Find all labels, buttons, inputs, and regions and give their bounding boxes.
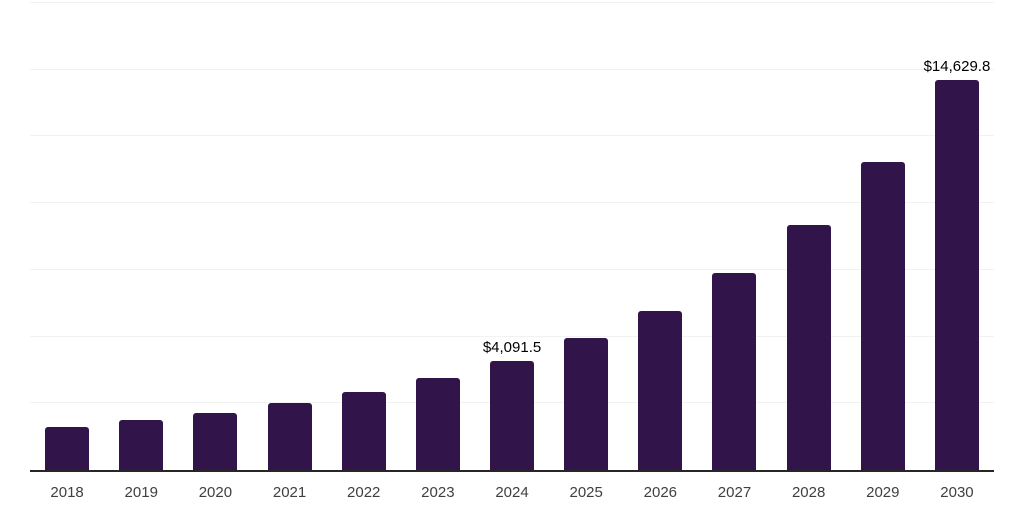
x-tick-2028: 2028 bbox=[791, 484, 826, 501]
bar-slot-2029 bbox=[846, 3, 920, 470]
x-tick-2024: 2024 bbox=[495, 484, 529, 501]
bar-slot-2027 bbox=[697, 3, 771, 470]
plot-area: $4,091.5 $14,629.8 bbox=[30, 2, 994, 472]
x-tick-2026: 2026 bbox=[643, 484, 678, 501]
x-axis-labels: 2018 2019 2020 2021 2022 2023 2024 2025 2026 2027… bbox=[30, 484, 994, 501]
bar-slot-2020 bbox=[178, 3, 252, 470]
x-tick-2023: 2023 bbox=[421, 484, 455, 501]
x-tick-2029: 2029 bbox=[866, 484, 900, 501]
bar-slot-2019 bbox=[104, 3, 178, 470]
bar-slot-2028 bbox=[772, 3, 846, 470]
bar-2022 bbox=[341, 392, 386, 470]
bar-2028 bbox=[786, 225, 831, 470]
bar-2027 bbox=[712, 273, 757, 470]
bar-slot-2023 bbox=[401, 3, 475, 470]
x-tick-2021: 2021 bbox=[272, 484, 307, 501]
bar-2025 bbox=[564, 337, 609, 470]
x-tick-2025: 2025 bbox=[569, 484, 603, 501]
x-tick-2019: 2019 bbox=[124, 484, 158, 501]
value-label-2024: $4,091.5 bbox=[482, 338, 542, 356]
bar-slot-2021 bbox=[252, 3, 326, 470]
bar-slot-2030: $14,629.8 bbox=[920, 3, 994, 470]
value-label-2030: $14,629.8 bbox=[923, 57, 991, 75]
bar-2019 bbox=[119, 419, 164, 470]
bar-slot-2024: $4,091.5 bbox=[475, 3, 549, 470]
bar-2018 bbox=[45, 427, 90, 470]
bar-slot-2026 bbox=[623, 3, 697, 470]
x-tick-2027: 2027 bbox=[717, 484, 752, 501]
x-tick-2022: 2022 bbox=[347, 484, 381, 501]
bar-2020 bbox=[193, 412, 238, 470]
bar-2023 bbox=[415, 378, 460, 470]
x-tick-2030: 2030 bbox=[940, 484, 974, 501]
bar-2024: $4,091.5 bbox=[483, 340, 541, 470]
bar-2030: $14,629.8 bbox=[924, 59, 990, 470]
bar-2029 bbox=[860, 161, 905, 470]
bar-slot-2025 bbox=[549, 3, 623, 470]
bar-2021 bbox=[267, 403, 312, 470]
x-tick-2020: 2020 bbox=[198, 484, 233, 501]
bar-slot-2022 bbox=[327, 3, 401, 470]
bar-2026 bbox=[638, 310, 683, 470]
bars-container: $4,091.5 $14,629.8 bbox=[30, 3, 994, 470]
bar-slot-2018 bbox=[30, 3, 104, 470]
x-tick-2018: 2018 bbox=[50, 484, 84, 501]
